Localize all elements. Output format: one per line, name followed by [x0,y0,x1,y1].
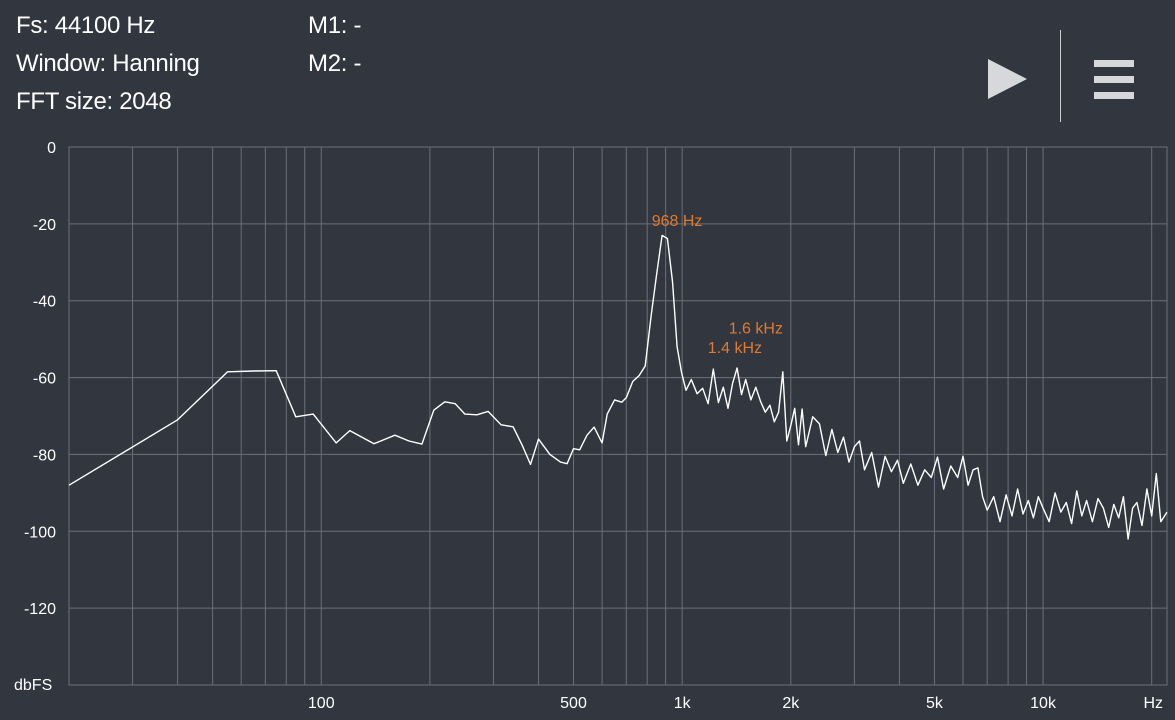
plot-frame [68,146,1168,686]
fft-size-label: FFT size: 2048 [16,88,172,115]
marker-1-readout: M1: - [308,12,362,39]
menu-button[interactable] [1092,58,1136,102]
y-tick-label: -80 [33,447,56,464]
y-tick-label: 0 [47,140,56,157]
peak-annotation: 1.6 kHz [729,321,783,338]
x-tick-label: 100 [308,695,335,712]
y-axis-label: dbFS [14,677,52,694]
x-tick-label: 2k [782,695,800,712]
x-axis-label: Hz [1143,695,1163,712]
play-button[interactable] [984,56,1030,102]
play-icon [988,59,1027,99]
x-tick-label: 500 [560,695,587,712]
y-tick-label: -20 [33,217,56,234]
x-tick-label: 5k [926,695,944,712]
spectrum-trace [68,234,1168,540]
y-tick-label: -60 [33,371,56,388]
toolbar-divider [1060,30,1061,122]
sample-rate-label: Fs: 44100 Hz [16,12,156,39]
marker-2-readout: M2: - [308,50,362,77]
y-tick-label: -100 [24,524,56,541]
y-tick-label: -120 [24,601,56,618]
peak-annotation: 968 Hz [652,213,703,230]
x-tick-label: 10k [1030,695,1057,712]
y-tick-label: -40 [33,294,56,311]
x-tick-label: 1k [674,695,692,712]
window-type-label: Window: Hanning [16,50,200,77]
peak-annotation: 1.4 kHz [708,340,762,357]
menu-icon [1094,60,1134,99]
